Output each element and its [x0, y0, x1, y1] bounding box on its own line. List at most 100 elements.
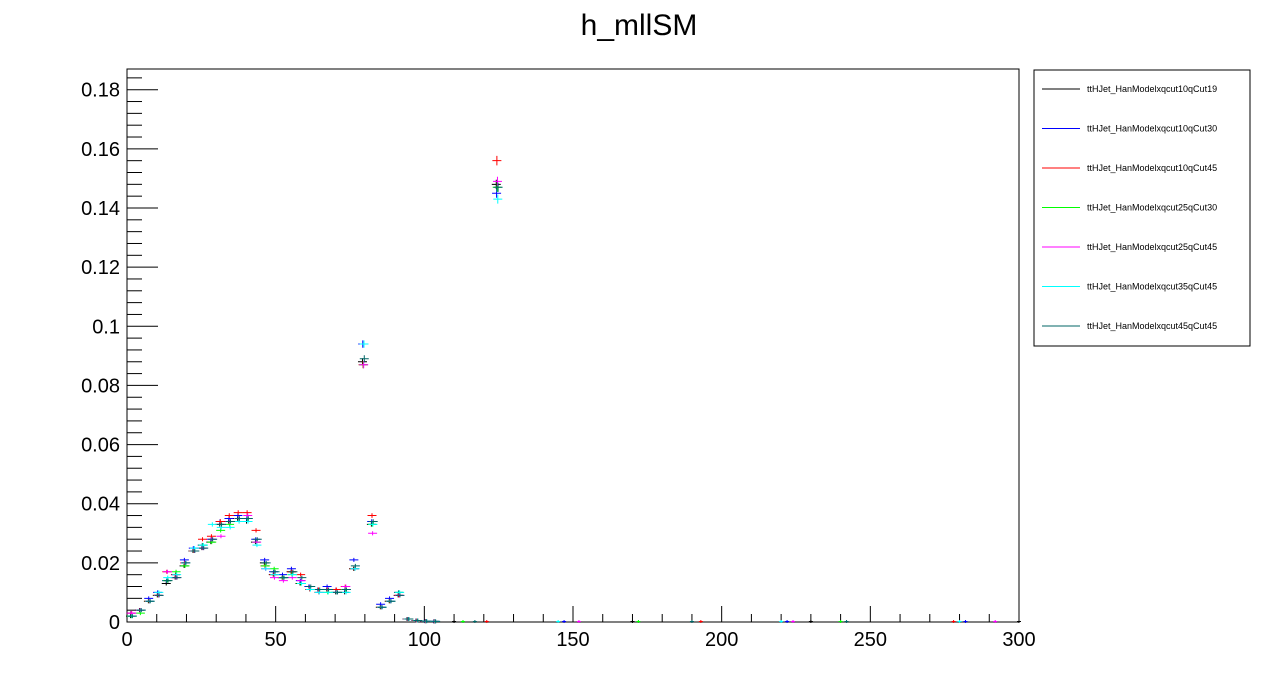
data-point — [367, 513, 377, 518]
x-tick-label: 250 — [854, 629, 887, 651]
data-point — [492, 188, 502, 198]
data-point — [251, 528, 261, 533]
data-point — [368, 519, 378, 524]
y-tick-label: 0.02 — [81, 553, 120, 575]
chart-title: h_mllSM — [581, 9, 698, 42]
series-1 — [126, 179, 501, 624]
zero-bin-marker — [993, 620, 998, 623]
data-point — [154, 593, 164, 598]
data-point — [225, 525, 235, 530]
data-point — [198, 537, 208, 542]
data-point — [368, 531, 378, 536]
data-point — [341, 584, 351, 589]
zero-bin-marker — [636, 620, 641, 623]
data-point — [359, 340, 369, 348]
series-4 — [126, 182, 502, 624]
series-3 — [126, 155, 502, 624]
x-tick-label: 100 — [408, 629, 441, 651]
data-point — [216, 528, 226, 533]
legend-label: ttHJet_HanModelxqcut10qCut45 — [1087, 163, 1217, 173]
x-tick-label: 300 — [1002, 629, 1035, 651]
y-tick-label: 0.14 — [81, 198, 120, 220]
zero-bin-marker — [484, 620, 489, 623]
data-point — [207, 522, 217, 527]
legend-label: ttHJet_HanModelxqcut45qCut45 — [1087, 321, 1217, 331]
data-point — [492, 176, 502, 187]
data-point — [333, 590, 343, 595]
data-point — [492, 155, 502, 166]
data-point — [297, 581, 307, 586]
data-point — [127, 614, 137, 619]
zero-bin-marker — [791, 620, 796, 623]
x-tick-label: 50 — [265, 629, 287, 651]
y-tick-label: 0.04 — [81, 494, 120, 516]
y-tick-label: 0.08 — [81, 375, 120, 397]
legend-label: ttHJet_HanModelxqcut35qCut45 — [1087, 282, 1217, 292]
zero-bin-marker — [779, 620, 784, 623]
data-point — [350, 563, 360, 568]
data-point — [163, 578, 173, 583]
data-point — [261, 560, 271, 565]
y-tick-label: 0.18 — [81, 80, 120, 102]
data-point — [216, 534, 226, 539]
data-point — [296, 572, 306, 577]
y-tick-label: 0.1 — [92, 316, 120, 338]
legend-label: ttHJet_HanModelxqcut25qCut30 — [1087, 203, 1217, 213]
data-point — [404, 617, 414, 622]
data-point — [252, 537, 262, 542]
data-point — [199, 546, 209, 551]
data-point — [386, 599, 396, 604]
x-tick-label: 150 — [556, 629, 589, 651]
legend: ttHJet_HanModelxqcut10qCut19 ttHJet_HanMo… — [1033, 69, 1251, 347]
data-point — [172, 575, 182, 580]
data-point — [395, 593, 405, 598]
data-point — [208, 537, 218, 542]
zero-bin-marker — [838, 620, 843, 623]
data-point — [181, 560, 191, 565]
series-7 — [127, 182, 503, 624]
zero-bin-marker — [562, 620, 567, 623]
data-point — [279, 575, 289, 580]
data-point — [224, 513, 234, 518]
data-point — [359, 355, 369, 363]
zero-bin-marker — [808, 620, 813, 623]
zero-bin-marker — [460, 620, 465, 623]
zero-bin-marker — [844, 620, 849, 623]
x-tick-label: 200 — [705, 629, 738, 651]
zero-bin-marker — [576, 620, 581, 623]
data-point — [171, 569, 181, 574]
y-tick-label: 0 — [109, 612, 120, 634]
data-point — [136, 608, 146, 613]
zero-bin-marker — [556, 620, 561, 623]
data-point — [413, 618, 423, 623]
y-tick-label: 0.12 — [81, 257, 120, 279]
zero-bin-marker — [452, 620, 457, 623]
data-point — [341, 587, 351, 592]
data-point — [243, 516, 253, 521]
zero-bin-marker — [698, 620, 703, 623]
data-point — [269, 566, 279, 571]
zero-bin-marker — [951, 620, 956, 623]
data-point — [243, 513, 253, 518]
data-points — [126, 155, 1021, 624]
axis-ticks: 0 50 100 150 200 250 300 0 0.02 0.04 0.06 0.08 0.1 0.… — [81, 77, 1036, 651]
data-point — [215, 519, 225, 524]
data-point — [377, 605, 387, 610]
series-5 — [127, 176, 502, 624]
data-point — [324, 587, 334, 592]
legend-label: ttHJet_HanModelxqcut10qCut30 — [1087, 124, 1217, 134]
data-point — [306, 584, 316, 589]
data-point — [493, 194, 503, 204]
data-point — [190, 549, 200, 554]
x-tick-label: 0 — [121, 629, 132, 651]
zero-bin-marker — [472, 620, 477, 623]
zero-bin-marker — [1017, 620, 1021, 623]
data-point — [217, 522, 227, 527]
data-point — [145, 599, 155, 604]
data-point — [261, 566, 271, 571]
zero-bin-marker — [785, 620, 790, 623]
data-point — [162, 569, 172, 574]
data-point — [357, 358, 367, 366]
data-point — [242, 510, 252, 515]
